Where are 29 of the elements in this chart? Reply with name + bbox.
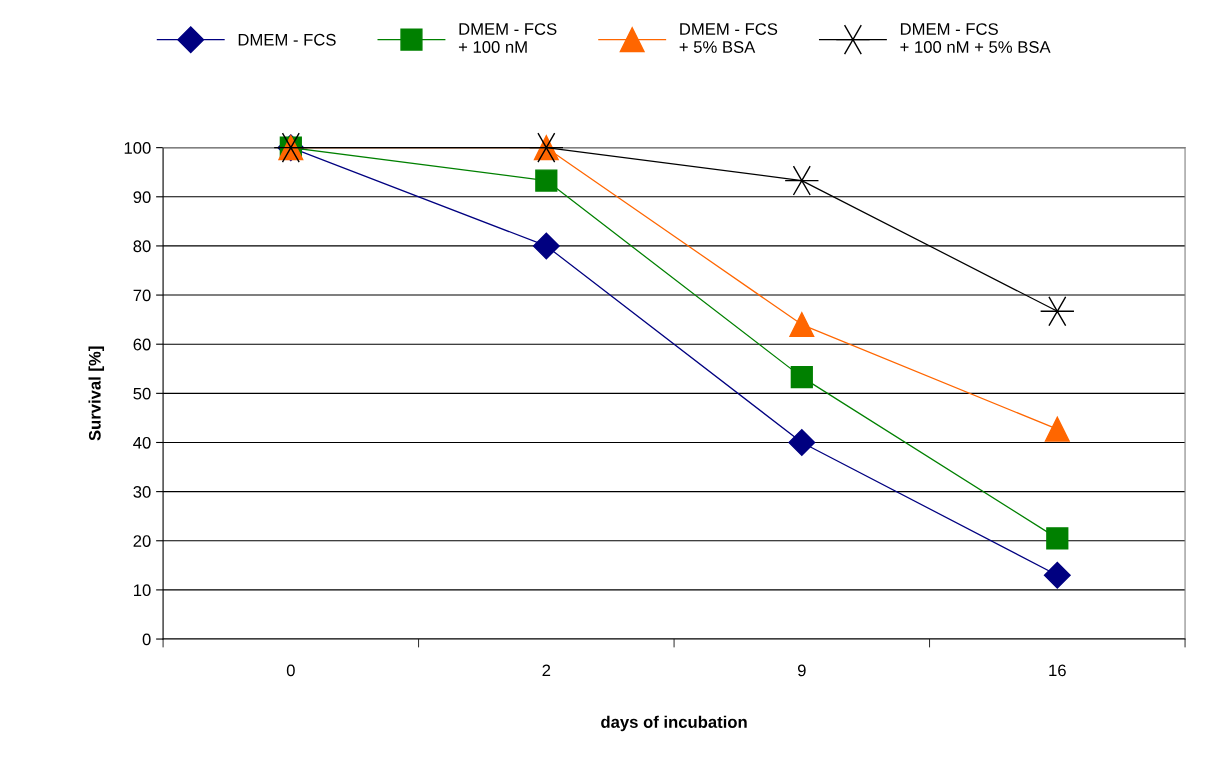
y-tick-label: 40	[133, 436, 151, 449]
x-tick-label: 2	[542, 664, 551, 677]
point	[1044, 416, 1070, 442]
x-tick-label: 9	[797, 664, 806, 677]
point	[790, 366, 813, 389]
point	[535, 169, 558, 192]
y-tick-label: 0	[142, 633, 151, 646]
y-tick-label: 80	[133, 240, 151, 253]
x-tick-label: 16	[1049, 664, 1066, 677]
legend-label: DMEM - FCS + 100 nM + 5% BSA	[900, 23, 1051, 53]
y-axis-title: Survival [%]	[88, 346, 105, 441]
point	[789, 312, 815, 338]
x-tick-label: 0	[286, 664, 295, 677]
y-tick-label: 30	[133, 486, 151, 498]
legend-label: DMEM - FCS	[238, 33, 336, 46]
y-tick-label: 70	[133, 289, 151, 302]
y-tick-label: 20	[133, 535, 151, 547]
point	[1043, 561, 1071, 589]
point	[532, 232, 560, 260]
point	[788, 429, 816, 456]
y-tick-label: 10	[134, 584, 151, 597]
legend-label: DMEM - FCS + 5% BSA	[679, 23, 778, 53]
point	[1046, 527, 1069, 550]
x-axis-title: days of incubation	[601, 715, 747, 732]
y-tick-label: 50	[133, 387, 151, 400]
legend-label: DMEM - FCS + 100 nM	[458, 23, 557, 53]
y-tick-label: 100	[124, 142, 151, 154]
y-tick-label: 60	[133, 338, 151, 351]
y-tick-label: 90	[133, 191, 151, 203]
